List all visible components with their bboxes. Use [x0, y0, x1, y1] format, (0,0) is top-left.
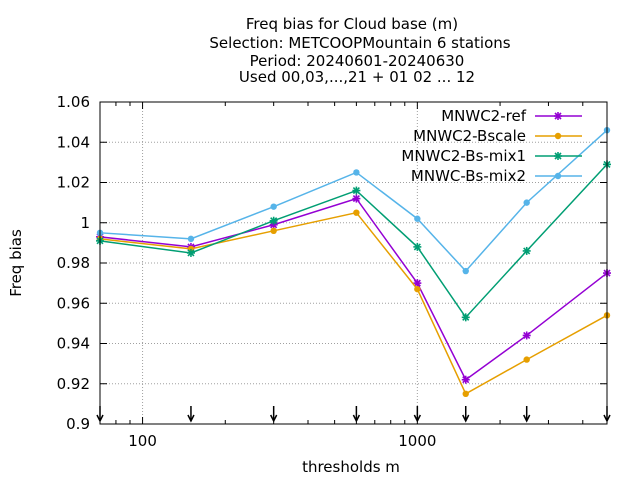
legend-label: MNWC2-Bs-mix1: [401, 147, 526, 165]
data-point: [353, 169, 360, 176]
marker-stroke: [270, 217, 278, 225]
y-tick-label: 0.94: [57, 335, 90, 353]
chart-title-line-2: Selection: METCOOPMountain 6 stations: [209, 34, 510, 52]
y-tick-label: 0.98: [57, 254, 90, 272]
y-tick-label: 0.96: [57, 294, 90, 312]
legend-label: MNWC2-Bscale: [413, 127, 526, 145]
data-point: [270, 227, 277, 234]
legend-marker: [554, 112, 562, 120]
marker-stroke: [413, 243, 421, 251]
threshold-arrows: [96, 406, 611, 423]
legend-marker: [554, 152, 562, 160]
data-point: [461, 313, 470, 322]
x-tick-label: 1000: [398, 432, 436, 450]
marker-stroke: [352, 186, 360, 195]
legend-marker: [554, 172, 562, 180]
threshold-arrow-head: [462, 414, 470, 423]
data-point: [462, 390, 469, 398]
chart-title-line-4: Used 00,03,...,21 + 01 02 ... 12: [239, 68, 475, 86]
data-point: [352, 194, 361, 203]
data-point: [414, 285, 421, 293]
series-line: [99, 197, 608, 381]
legend: MNWC2-ref MNWC2-Bscale MNWC2-Bs-mix1 MNWC-B…: [401, 107, 582, 185]
axis-ticks: 0.9 0.92 0.94 0.96 0.98 1 1.02 1.04 1.06 100 1000: [57, 93, 607, 450]
legend-label: MNWC2-ref: [441, 107, 526, 125]
marker-stroke: [554, 112, 562, 120]
y-tick-label: 0.92: [57, 375, 90, 393]
y-tick-label: 1: [80, 214, 90, 232]
series-2: [96, 209, 611, 398]
data-point: [414, 215, 421, 222]
data-point: [462, 267, 469, 275]
marker-stroke: [462, 313, 470, 321]
marker-stroke: [523, 247, 531, 255]
data-point: [270, 203, 277, 210]
data-point: [353, 209, 360, 216]
y-tick-label: 1.06: [57, 93, 90, 111]
chart-title: Freq bias for Cloud base (m) Selection: …: [209, 15, 510, 86]
data-point: [186, 248, 195, 257]
x-axis-label: thresholds m: [302, 458, 400, 476]
legend-entry: MNWC2-Bs-mix1: [401, 147, 582, 165]
data-point: [523, 199, 530, 206]
legend-marker: [554, 132, 562, 140]
data-point: [269, 216, 278, 225]
marker-stroke: [352, 195, 360, 203]
chart-title-line-3: Period: 20240601-20240630: [250, 52, 465, 70]
series-lines: [96, 126, 611, 398]
data-point: [523, 356, 530, 363]
data-point: [413, 279, 422, 288]
legend-entry: MNWC2-Bscale: [413, 127, 582, 145]
y-tick-label: 1.04: [57, 133, 90, 151]
chart-title-line-1: Freq bias for Cloud base (m): [246, 15, 458, 33]
y-tick-label: 1.02: [57, 174, 90, 192]
threshold-arrow: [523, 406, 531, 423]
threshold-arrow: [187, 406, 195, 423]
legend-entry: MNWC-Bs-mix2: [411, 167, 582, 185]
marker-stroke: [187, 249, 195, 257]
data-point: [352, 186, 361, 195]
y-axis-label: Freq bias: [7, 229, 25, 297]
threshold-arrow-head: [523, 414, 531, 423]
series-line: [99, 211, 608, 395]
series-line: [99, 163, 608, 319]
data-point: [522, 246, 531, 255]
data-point: [187, 235, 195, 243]
series-3: [96, 160, 611, 322]
threshold-arrow-head: [187, 414, 195, 423]
series-line: [99, 129, 608, 273]
data-point: [413, 242, 422, 251]
threshold-arrow: [352, 406, 361, 423]
marker-stroke: [523, 331, 531, 340]
threshold-arrow: [462, 406, 470, 423]
y-tick-label: 0.9: [66, 415, 90, 433]
marker-stroke: [462, 376, 470, 384]
marker-stroke: [413, 279, 421, 287]
x-tick-label: 100: [128, 432, 157, 450]
marker-stroke: [554, 152, 562, 160]
data-point: [461, 375, 470, 384]
legend-label: MNWC-Bs-mix2: [411, 167, 526, 185]
data-point: [522, 331, 531, 340]
threshold-arrow: [269, 406, 278, 423]
grid: [100, 102, 607, 424]
legend-entry: MNWC2-ref: [441, 107, 582, 125]
plot-frame: [99, 101, 608, 425]
